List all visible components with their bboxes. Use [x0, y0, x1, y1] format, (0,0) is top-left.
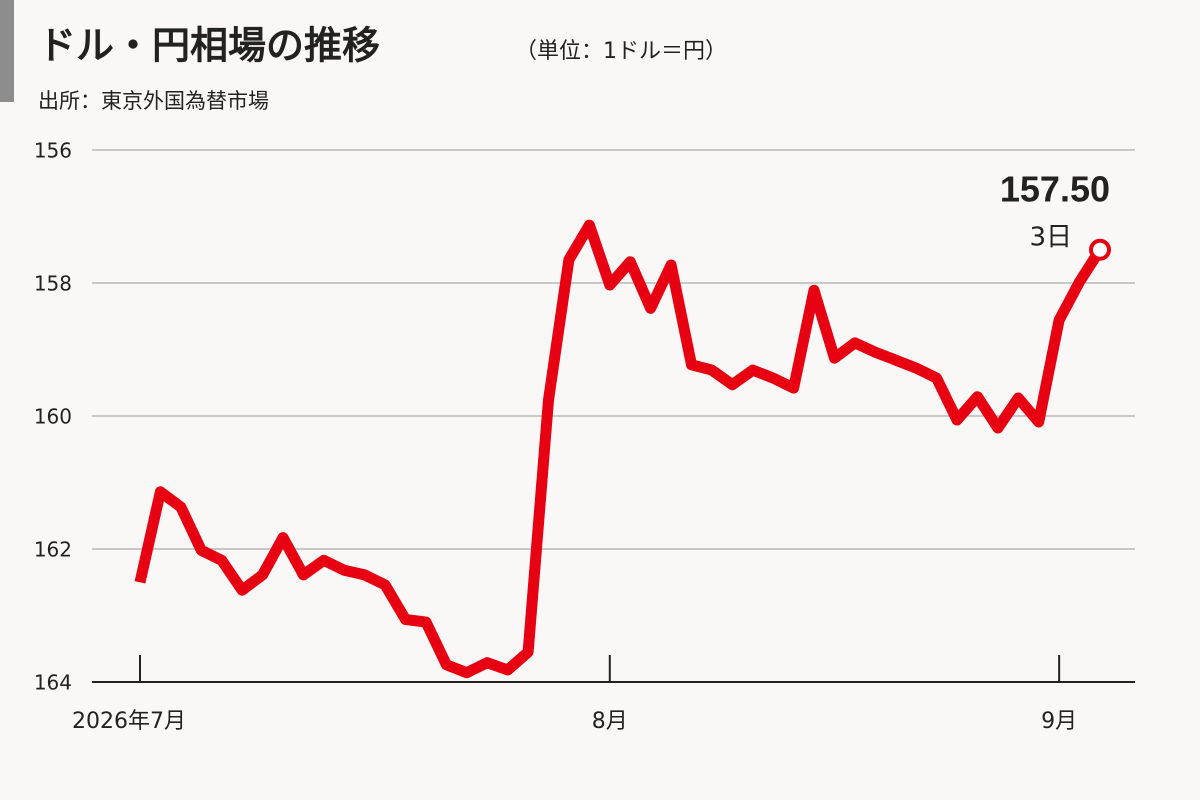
- last-date-label: 3日: [1029, 223, 1072, 253]
- y-tick-label: 164: [34, 671, 72, 695]
- x-tick-label: 8月: [592, 709, 628, 734]
- chart-title: ドル・円相場の推移: [38, 24, 380, 68]
- y-tick-label: 156: [34, 139, 72, 163]
- last-value-label: 157.50: [1000, 169, 1110, 210]
- x-tick-label: 9月: [1041, 709, 1077, 734]
- accent-bar: [0, 0, 14, 102]
- last-point: [1089, 238, 1111, 261]
- x-tick-label: 2026年7月: [72, 709, 186, 734]
- source: 出所：東京外国為替市場: [38, 89, 269, 113]
- line: [134, 219, 1105, 679]
- y-tick-label: 162: [34, 538, 72, 562]
- y-tick-label: 160: [34, 405, 72, 429]
- y-tick-label: 158: [34, 272, 72, 296]
- chart-subtitle: （単位：1ドル＝円）: [515, 39, 727, 64]
